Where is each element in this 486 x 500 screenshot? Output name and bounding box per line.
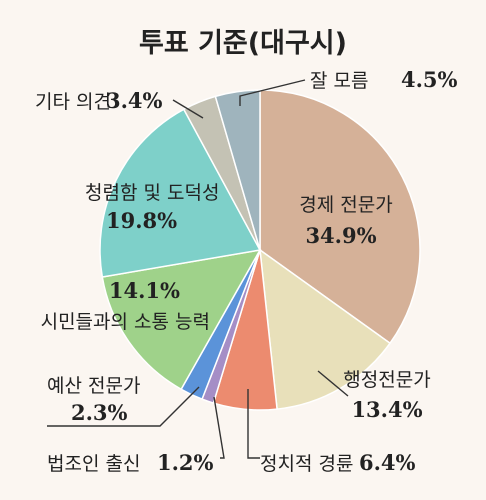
slice-label: 법조인 출신 [47, 453, 140, 475]
slice-label: 행정전문가 [343, 369, 430, 391]
slice-value-label: 3.4% [106, 88, 163, 113]
leader-line [317, 370, 349, 397]
slice-value-label: 19.8% [106, 208, 177, 233]
pie-slice [99, 108, 262, 278]
pie-slice [259, 248, 392, 410]
slice-label: 시민들과의 소통 능력 [41, 311, 210, 333]
slice-value-label: 4.5% [401, 67, 458, 92]
slice-label: 청렴함 및 도덕성 [85, 182, 219, 204]
slice-value-label: 6.4% [359, 450, 416, 475]
pie-slice [259, 89, 421, 345]
leader-line [247, 389, 260, 459]
slice-value-label: 34.9% [305, 223, 376, 248]
chart-title: 투표 기준(대구시) [139, 28, 347, 59]
slice-label: 잘 모름 [310, 70, 368, 92]
leader-line [172, 99, 204, 119]
slice-value-label: 2.3% [71, 400, 128, 425]
slice-label: 경제 전문가 [299, 194, 392, 216]
leader-line [47, 386, 200, 427]
slice-value-label: 14.1% [109, 278, 180, 303]
slice-value-label: 13.4% [351, 397, 422, 422]
slice-value-label: 1.2% [157, 450, 214, 475]
leader-line [239, 79, 306, 106]
slice-label: 기타 의견 [35, 91, 111, 113]
pie-slice [214, 89, 261, 251]
pie-slice [101, 248, 262, 391]
slice-label: 정치적 경륜 [260, 453, 353, 475]
slice-label: 예산 전문가 [47, 375, 140, 397]
leader-line [213, 396, 225, 459]
